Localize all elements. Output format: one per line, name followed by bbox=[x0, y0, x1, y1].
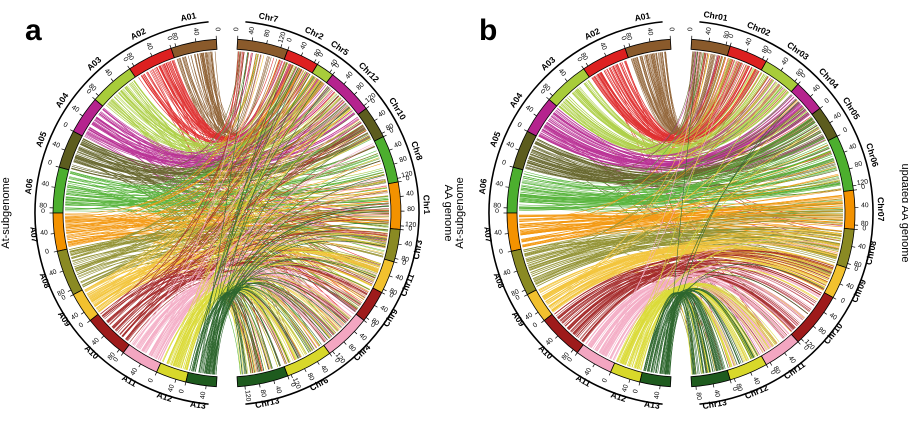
svg-text:Chr1: Chr1 bbox=[421, 195, 432, 215]
svg-text:0: 0 bbox=[233, 27, 240, 31]
svg-text:40: 40 bbox=[646, 27, 654, 36]
svg-text:a: a bbox=[25, 14, 42, 47]
svg-text:40: 40 bbox=[404, 240, 413, 248]
svg-text:40: 40 bbox=[857, 243, 866, 251]
svg-text:40: 40 bbox=[248, 26, 256, 35]
svg-text:40: 40 bbox=[654, 391, 662, 400]
svg-text:0: 0 bbox=[668, 27, 675, 31]
svg-text:0: 0 bbox=[495, 208, 499, 215]
svg-text:40: 40 bbox=[712, 389, 720, 398]
svg-text:80: 80 bbox=[259, 389, 267, 398]
svg-text:0: 0 bbox=[41, 208, 45, 215]
svg-text:A07: A07 bbox=[28, 226, 40, 243]
svg-text:40: 40 bbox=[41, 180, 50, 188]
svg-text:40: 40 bbox=[495, 180, 504, 188]
svg-text:A07: A07 bbox=[482, 226, 494, 243]
svg-text:120: 120 bbox=[243, 390, 251, 402]
svg-text:At-subgenome: At-subgenome bbox=[454, 177, 466, 249]
svg-text:40: 40 bbox=[861, 202, 869, 209]
svg-text:40: 40 bbox=[192, 27, 200, 36]
svg-text:A06: A06 bbox=[23, 178, 35, 195]
svg-text:40: 40 bbox=[494, 229, 503, 237]
svg-text:40: 40 bbox=[200, 391, 208, 400]
svg-text:0: 0 bbox=[214, 27, 221, 31]
svg-text:Chr07: Chr07 bbox=[876, 197, 886, 222]
svg-text:40: 40 bbox=[705, 27, 713, 36]
svg-text:AA genome: AA genome bbox=[442, 185, 454, 242]
svg-text:At-subgenome: At-subgenome bbox=[0, 177, 12, 249]
svg-text:80: 80 bbox=[695, 392, 703, 400]
svg-text:A06: A06 bbox=[477, 178, 489, 195]
svg-text:40: 40 bbox=[40, 229, 49, 237]
svg-text:40: 40 bbox=[406, 190, 414, 198]
svg-text:b: b bbox=[479, 14, 497, 47]
svg-text:updated AA genome: updated AA genome bbox=[899, 163, 908, 262]
svg-text:80: 80 bbox=[407, 206, 415, 213]
svg-text:0: 0 bbox=[687, 27, 694, 31]
